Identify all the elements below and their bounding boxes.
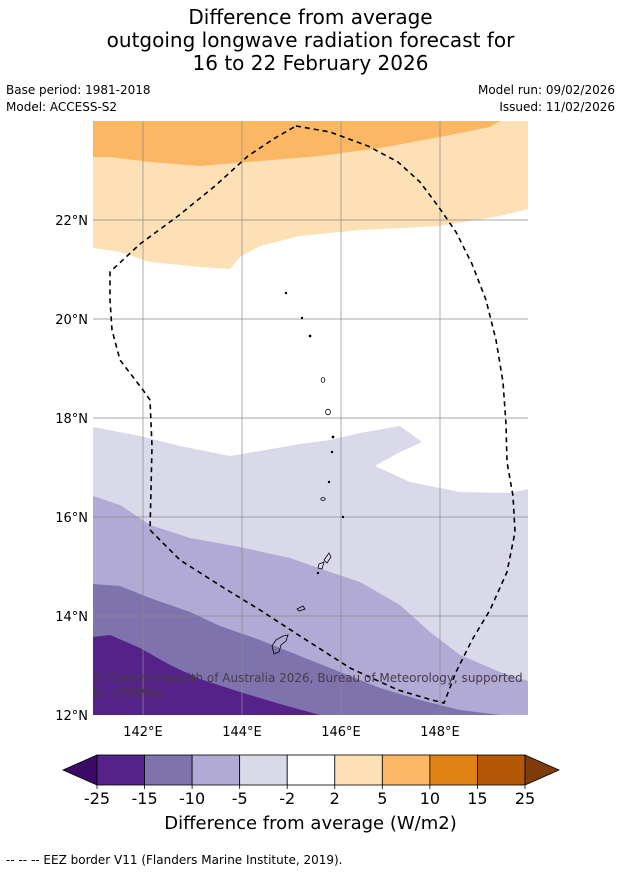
colorbar-tick-label: 2 (330, 789, 340, 808)
lon-label-146: 146°E (321, 725, 361, 740)
islands (271, 291, 345, 655)
model-run: Model run: 09/02/2026 (477, 83, 615, 97)
copyright-text: © Commonwealth of Australia 2026, Bureau… (93, 671, 523, 700)
chart-title: Difference from average outgoing longwav… (0, 6, 621, 75)
lat-label-16: 16°N (55, 511, 88, 526)
colorbar-tick-label: -5 (232, 789, 248, 808)
issued-date: Issued: 11/02/2026 (499, 100, 615, 114)
colorbar-tick-label: 5 (377, 789, 387, 808)
colorbar-tick-label: -10 (179, 789, 205, 808)
meta-right: Model run: 09/02/2026 Issued: 11/02/2026 (478, 82, 615, 116)
lat-label-14: 14°N (55, 610, 88, 625)
colorbar-segment (334, 754, 383, 786)
eez-footnote: -- -- -- EEZ border V11 (Flanders Marine… (6, 853, 343, 867)
anomaly-band-neg15-neg25 (93, 635, 320, 715)
colorbar-extend-high (524, 754, 560, 786)
lon-label-142: 142°E (123, 725, 163, 740)
longitude-labels: 142°E 144°E 146°E 148°E (123, 725, 460, 740)
colorbar-tick-label: -25 (84, 789, 110, 808)
colorbar-segment (191, 754, 241, 786)
colorbar-tick-label: 15 (467, 789, 487, 808)
colorbar-segment (429, 754, 478, 786)
lon-label-144: 144°E (222, 725, 262, 740)
title-line-2: outgoing longwave radiation forecast for (106, 28, 515, 52)
colorbar-segment (96, 754, 145, 786)
colorbar-segment (144, 754, 193, 786)
colorbar-extend-low (62, 754, 98, 786)
colorbar-segment (381, 754, 431, 786)
gridlines (93, 121, 528, 715)
colorbar-tick-label: 10 (420, 789, 440, 808)
lat-label-22: 22°N (55, 214, 88, 229)
colorbar-tick-label: -2 (279, 789, 295, 808)
copyright-box: © Commonwealth of Australia 2026, Bureau… (93, 671, 523, 700)
lat-label-20: 20°N (55, 313, 88, 328)
meta-left: Base period: 1981-2018 Model: ACCESS-S2 (6, 82, 151, 116)
title-line-1: Difference from average (188, 5, 433, 29)
base-period: Base period: 1981-2018 (6, 83, 151, 97)
model-name: Model: ACCESS-S2 (6, 100, 118, 114)
latitude-labels: 22°N 20°N 18°N 16°N 14°N 12°N (55, 214, 88, 724)
map-area: © Commonwealth of Australia 2026, Bureau… (93, 121, 528, 715)
colorbar-segment (286, 754, 336, 786)
colorbar-segment (239, 754, 288, 786)
colorbar-tick-label: 25 (515, 789, 535, 808)
lat-label-12: 12°N (55, 709, 88, 724)
anomaly-band-5-10 (93, 121, 500, 166)
lat-label-18: 18°N (55, 412, 88, 427)
colorbar-segment (477, 754, 526, 786)
lon-label-148: 148°E (420, 725, 460, 740)
colorbar-tick-label: -15 (131, 789, 157, 808)
title-line-3: 16 to 22 February 2026 (192, 51, 429, 75)
colorbar: -25 -15 -10 -5 -2 2 5 10 15 25 (62, 754, 560, 808)
colorbar-label: Difference from average (W/m2) (164, 813, 457, 834)
